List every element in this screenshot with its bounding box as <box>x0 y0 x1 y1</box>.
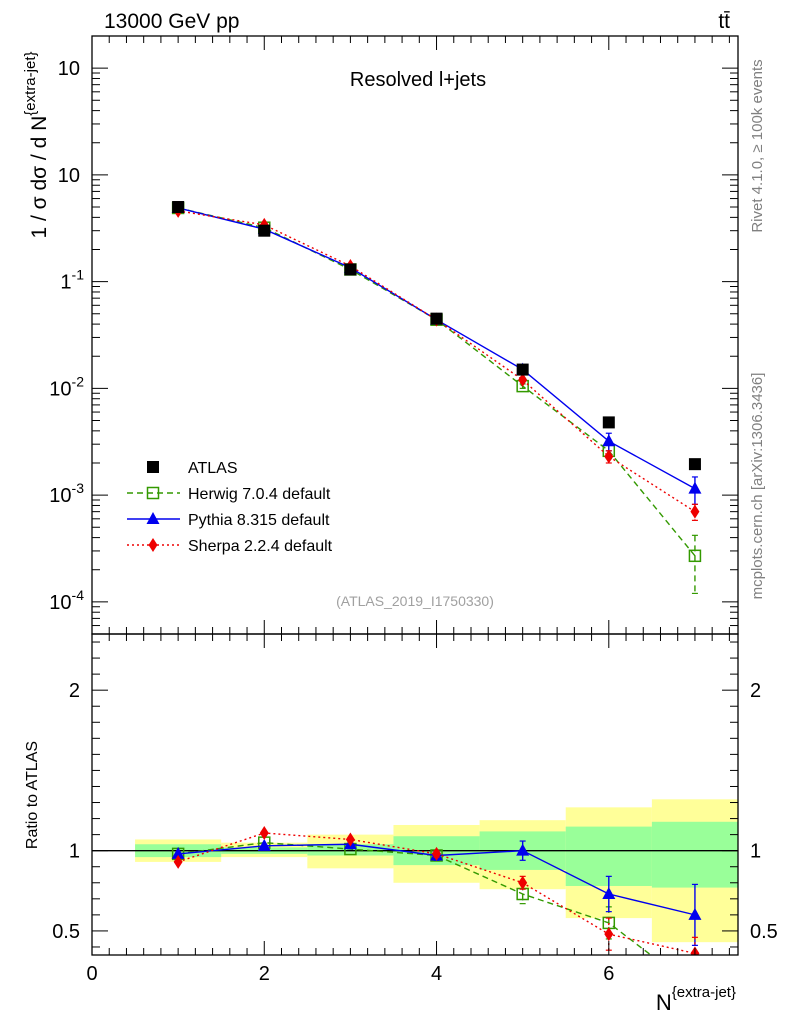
main-series-0 <box>172 201 701 471</box>
legend-marker-1 <box>146 486 160 500</box>
legend-label-2: Pythia 8.315 default <box>188 512 330 529</box>
ratio-y-tick-label-right-1: 1 <box>750 841 761 863</box>
ratio-series-line-0 <box>178 841 652 955</box>
svg-text:1 / σ dσ / d N{extra-jet}: 1 / σ dσ / d N{extra-jet} <box>22 51 51 238</box>
ratio-uncertainty-bands <box>92 799 738 943</box>
ratio-point-2-2 <box>345 832 355 847</box>
main-point-0-6 <box>688 458 701 471</box>
analysis-label: (ATLAS_2019_I1750330) <box>336 593 494 609</box>
main-point-3-5 <box>604 449 614 464</box>
ratio-frame <box>91 633 739 956</box>
main-point-1-6 <box>688 549 702 563</box>
legend-entry-1: Herwig 7.0.4 default <box>127 486 331 503</box>
ratio-y-tick-label-left-0: 0.5 <box>52 921 80 943</box>
legend-marker-2 <box>146 512 160 524</box>
main-point-0-5 <box>602 416 615 429</box>
legend-entry-0: ATLAS <box>147 460 238 477</box>
main-ylabel-sup: {extra-jet} <box>22 51 39 115</box>
ratio-point-1-0 <box>171 846 185 859</box>
main-point-0-1 <box>258 224 271 237</box>
legend-label-1: Herwig 7.0.4 default <box>188 486 331 503</box>
x-tick-label-1: 2 <box>259 963 270 985</box>
x-axis-label: N{extra-jet} <box>656 984 736 1015</box>
main-point-3-6 <box>690 504 700 519</box>
process-label: tt̄ <box>718 10 730 33</box>
xlabel-text: N <box>656 990 672 1015</box>
main-y-tick-label-4: 10 <box>58 165 80 187</box>
ratio-y-axis-label: Ratio to ATLAS <box>24 741 41 849</box>
ratio-plot-layer <box>171 826 702 955</box>
ratio-point-2-0 <box>173 854 183 869</box>
main-point-0-2 <box>344 263 357 276</box>
main-y-tick-label-1: 10-3 <box>49 480 84 507</box>
main-point-2-5 <box>602 434 616 447</box>
ratio-point-2-1 <box>259 826 269 841</box>
ratio-point-2-5 <box>604 927 614 942</box>
main-ylabel-text: 1 / σ dσ / d N <box>28 116 51 239</box>
main-y-tick-label-0: 10-4 <box>49 587 84 614</box>
band-inner-6 <box>651 821 738 888</box>
x-tick-label-2: 4 <box>431 963 442 985</box>
ratio-y-tick-label-right-2: 2 <box>750 680 761 702</box>
legend-marker-0 <box>147 461 159 473</box>
main-point-2-6 <box>688 481 702 494</box>
ratio-point-2-3 <box>432 846 442 861</box>
xlabel-sup: {extra-jet} <box>672 984 736 1001</box>
main-series-3 <box>173 203 700 521</box>
ratio-y-tick-label-right-0: 0.5 <box>750 921 778 943</box>
band-inner-2 <box>307 844 394 856</box>
energy-label: 13000 GeV pp <box>104 10 239 33</box>
ratio-point-1-6 <box>688 907 702 920</box>
main-title: Resolved l+jets <box>350 69 486 91</box>
main-y-axis-label: 1 / σ dσ / d N{extra-jet} <box>22 51 51 238</box>
main-y-tick-label-5: 10 <box>58 58 80 80</box>
ratio-point-2-4 <box>518 875 528 890</box>
main-series-line-1 <box>177 207 696 557</box>
main-series-1 <box>171 201 702 595</box>
x-tick-label-3: 6 <box>603 963 614 985</box>
ratio-series-2 <box>173 826 700 955</box>
ratio-point-1-1 <box>257 838 271 851</box>
legend-label-3: Sherpa 2.2.4 default <box>188 538 333 555</box>
main-point-0-3 <box>430 312 443 325</box>
svg-text:N{extra-jet}: N{extra-jet} <box>656 984 736 1015</box>
main-point-3-4 <box>518 372 528 387</box>
main-series-line-3 <box>178 210 696 513</box>
ratio-y-tick-label-left-2: 2 <box>69 680 80 702</box>
main-plot-layer <box>171 200 702 595</box>
legend-entry-3: Sherpa 2.2.4 default <box>127 538 333 555</box>
main-series-line-2 <box>177 207 696 490</box>
rivet-label: Rivet 4.1.0, ≥ 100k events <box>749 59 766 232</box>
main-series-2 <box>171 200 702 505</box>
main-y-tick-label-3: 1-1 <box>60 267 84 294</box>
legend-marker-3 <box>148 538 158 552</box>
main-point-0-0 <box>172 201 185 214</box>
legend-entry-2: Pythia 8.315 default <box>127 512 330 529</box>
legend: ATLAS Herwig 7.0.4 default Pythia 8.315 de… <box>127 460 333 555</box>
x-tick-label-0: 0 <box>86 963 97 985</box>
mcplots-label: mcplots.cern.ch [arXiv:1306.3436] <box>749 373 766 600</box>
legend-label-0: ATLAS <box>188 460 238 477</box>
main-y-tick-label-2: 10-2 <box>49 373 84 400</box>
axes-layer: 0 2 4 6 10-4 10-3 10-2 1-1 10 10 0.5 0.5 1 1 2 2 <box>49 35 778 985</box>
ratio-y-tick-label-left-1: 1 <box>69 841 80 863</box>
ratio-point-1-5 <box>602 887 616 900</box>
main-point-0-4 <box>516 363 529 376</box>
ratio-point-1-4 <box>516 843 530 856</box>
